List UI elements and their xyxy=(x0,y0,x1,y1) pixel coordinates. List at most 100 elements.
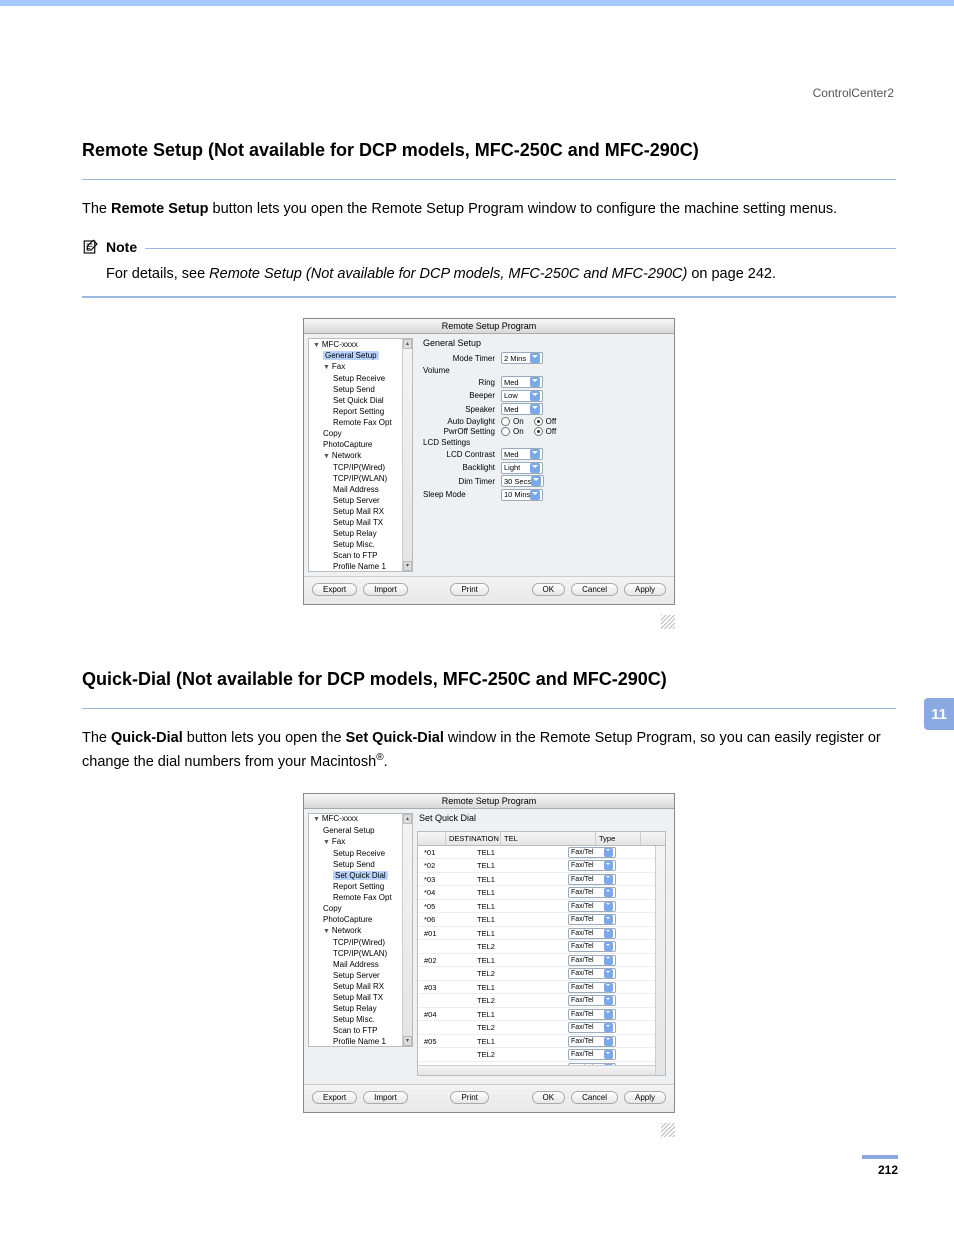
table-row[interactable]: TEL2Fax/Tel xyxy=(418,994,665,1008)
section2-paragraph: The Quick-Dial button lets you open the … xyxy=(82,727,896,773)
print-button[interactable]: Print xyxy=(450,1091,488,1104)
select-dim-timer[interactable]: 30 Secs xyxy=(501,475,544,487)
cancel-button[interactable]: Cancel xyxy=(571,1091,618,1104)
table-row[interactable]: *02TEL1Fax/Tel xyxy=(418,859,665,873)
settings-tree[interactable]: MFC-xxxxGeneral SetupFaxSetup ReceiveSet… xyxy=(308,338,413,572)
select-beeper[interactable]: Low xyxy=(501,390,543,402)
import-button[interactable]: Import xyxy=(363,1091,408,1104)
tree-scrollbar[interactable]: ▴▾ xyxy=(402,339,412,571)
select-type[interactable]: Fax/Tel xyxy=(568,1022,616,1033)
export-button[interactable]: Export xyxy=(312,583,357,596)
chevron-down-icon xyxy=(530,391,540,401)
table-row[interactable]: #01TEL1Fax/Tel xyxy=(418,927,665,941)
val: Med xyxy=(504,450,519,459)
cancel-button[interactable]: Cancel xyxy=(571,583,618,596)
table-row[interactable]: *04TEL1Fax/Tel xyxy=(418,886,665,900)
ok-button[interactable]: OK xyxy=(532,1091,566,1104)
select-mode-timer[interactable]: 2 Mins xyxy=(501,352,543,364)
tree-scrollbar[interactable]: ▴▾ xyxy=(402,814,412,1046)
chevron-down-icon xyxy=(604,996,613,1005)
settings-tree[interactable]: MFC-xxxxGeneral SetupFaxSetup ReceiveSet… xyxy=(308,813,413,1047)
table-row[interactable]: *03TEL1Fax/Tel xyxy=(418,873,665,887)
table-row[interactable]: TEL2Fax/Tel xyxy=(418,940,665,954)
select-type[interactable]: Fax/Tel xyxy=(568,860,616,871)
select-type[interactable]: Fax/Tel xyxy=(568,1049,616,1060)
select-speaker[interactable]: Med xyxy=(501,403,543,415)
chevron-down-icon xyxy=(604,915,613,924)
table-row[interactable]: TEL2Fax/Tel xyxy=(418,967,665,981)
apply-button[interactable]: Apply xyxy=(624,583,666,596)
table-row[interactable]: #03TEL1Fax/Tel xyxy=(418,981,665,995)
select-type[interactable]: Fax/Tel xyxy=(568,955,616,966)
label-mode-timer: Mode Timer xyxy=(423,354,501,363)
txt: on page 242. xyxy=(687,266,776,282)
table-row[interactable]: TEL2Fax/Tel xyxy=(418,1048,665,1062)
chapter-tab: 11 xyxy=(924,698,954,730)
col-type: Type xyxy=(596,832,641,845)
resize-grip-icon[interactable] xyxy=(661,1123,675,1137)
ok-button[interactable]: OK xyxy=(532,583,566,596)
select-type[interactable]: Fax/Tel xyxy=(568,887,616,898)
val: 30 Secs xyxy=(504,477,531,486)
select-type[interactable]: Fax/Tel xyxy=(568,1036,616,1047)
resize-grip-icon[interactable] xyxy=(661,615,675,629)
chevron-down-icon xyxy=(604,1037,613,1046)
chevron-down-icon xyxy=(604,861,613,870)
txt: On xyxy=(513,417,524,426)
section2-rule xyxy=(82,708,896,709)
txt: Off xyxy=(546,417,557,426)
table-row[interactable]: TEL2Fax/Tel xyxy=(418,1021,665,1035)
table-row[interactable]: *05TEL1Fax/Tel xyxy=(418,900,665,914)
table-hscrollbar[interactable] xyxy=(418,1065,655,1075)
radio-on[interactable] xyxy=(501,427,510,436)
select-sleep[interactable]: 10 Mins xyxy=(501,489,543,501)
window-footer: Export Import Print OK Cancel Apply xyxy=(304,1084,674,1112)
table-header: DESTINATION TEL Type xyxy=(418,832,665,846)
table-row[interactable]: #02TEL1Fax/Tel xyxy=(418,954,665,968)
select-lcd-contrast[interactable]: Med xyxy=(501,448,543,460)
breadcrumb: ControlCenter2 xyxy=(0,6,954,100)
txt: On xyxy=(513,427,524,436)
select-backlight[interactable]: Light xyxy=(501,462,543,474)
radio-on[interactable] xyxy=(501,417,510,426)
select-type[interactable]: Fax/Tel xyxy=(568,941,616,952)
quick-dial-table[interactable]: DESTINATION TEL Type *01TEL1Fax/Tel*02TE… xyxy=(417,831,666,1077)
select-type[interactable]: Fax/Tel xyxy=(568,968,616,979)
pencil-note-icon xyxy=(82,238,100,256)
table-row[interactable]: #05TEL1Fax/Tel xyxy=(418,1035,665,1049)
section1-rule xyxy=(82,179,896,180)
txt-bold: Set Quick-Dial xyxy=(346,730,444,746)
table-row[interactable]: *06TEL1Fax/Tel xyxy=(418,913,665,927)
select-type[interactable]: Fax/Tel xyxy=(568,914,616,925)
remote-setup-window-1: Remote Setup Program MFC-xxxxGeneral Set… xyxy=(303,318,675,605)
select-type[interactable]: Fax/Tel xyxy=(568,847,616,858)
select-type[interactable]: Fax/Tel xyxy=(568,1009,616,1020)
chevron-down-icon xyxy=(604,848,613,857)
label-speaker: Speaker xyxy=(423,405,501,414)
print-button[interactable]: Print xyxy=(450,583,488,596)
label-auto-daylight: Auto Daylight xyxy=(423,417,501,426)
select-type[interactable]: Fax/Tel xyxy=(568,928,616,939)
chevron-down-icon xyxy=(530,377,540,387)
select-type[interactable]: Fax/Tel xyxy=(568,995,616,1006)
val: Med xyxy=(504,378,519,387)
chevron-down-icon xyxy=(604,888,613,897)
select-ring[interactable]: Med xyxy=(501,376,543,388)
select-type[interactable]: Fax/Tel xyxy=(568,982,616,993)
table-vscrollbar[interactable] xyxy=(655,846,665,1076)
label-dim-timer: Dim Timer xyxy=(423,477,501,486)
chevron-down-icon xyxy=(604,902,613,911)
import-button[interactable]: Import xyxy=(363,583,408,596)
export-button[interactable]: Export xyxy=(312,1091,357,1104)
table-row[interactable]: #04TEL1Fax/Tel xyxy=(418,1008,665,1022)
section2-title: Quick-Dial (Not available for DCP models… xyxy=(82,669,896,690)
txt-bold: Quick-Dial xyxy=(111,730,183,746)
radio-off[interactable] xyxy=(534,417,543,426)
select-type[interactable]: Fax/Tel xyxy=(568,901,616,912)
table-row[interactable]: *01TEL1Fax/Tel xyxy=(418,846,665,860)
radio-off[interactable] xyxy=(534,427,543,436)
label-pwroff: PwrOff Setting xyxy=(423,427,501,436)
select-type[interactable]: Fax/Tel xyxy=(568,874,616,885)
chevron-down-icon xyxy=(604,1050,613,1059)
apply-button[interactable]: Apply xyxy=(624,1091,666,1104)
